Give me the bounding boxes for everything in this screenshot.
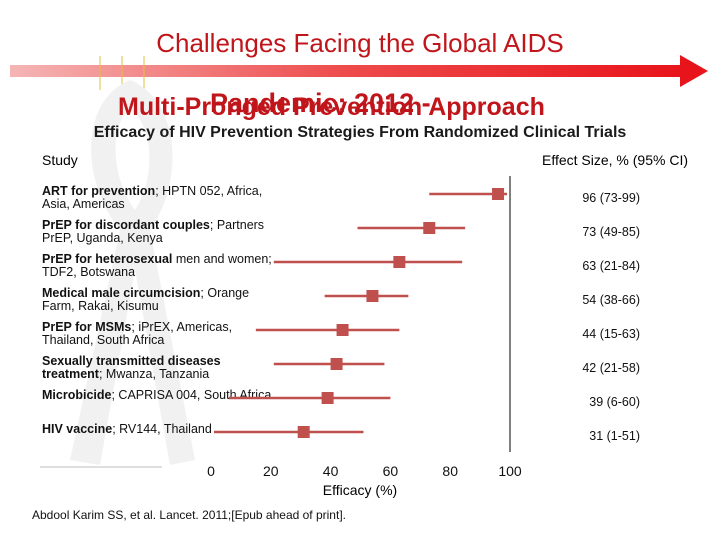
study-label: ART for prevention; HPTN 052, Africa, As… (42, 185, 282, 211)
effect-marker (366, 290, 379, 302)
effect-size-label: 96 (73-99) (582, 191, 640, 205)
study-detail: ; Mwanza, Tanzania (98, 367, 210, 381)
effect-marker (336, 324, 349, 336)
x-axis-title: Efficacy (%) (322, 482, 398, 498)
effect-marker (321, 392, 334, 404)
study-name: PrEP for MSMs (42, 320, 132, 334)
aids-ribbon-icon (70, 80, 195, 465)
slide-subtitle-overlay: Pandemic: 2012 - (210, 88, 431, 118)
study-detail: ; RV144, Thailand (112, 422, 212, 436)
x-tick-label: 60 (383, 463, 399, 479)
x-tick-label: 20 (263, 463, 279, 479)
study-label: PrEP for MSMs; iPrEX, Americas, Thailand… (42, 321, 282, 347)
study-name: Microbicide (42, 388, 112, 402)
effect-size-label: 42 (21-58) (582, 361, 640, 375)
x-tick-label: 0 (207, 463, 215, 479)
study-label: Sexually transmitted diseases treatment;… (42, 355, 282, 381)
timeline-arrow-icon (10, 55, 708, 90)
effect-size-label: 73 (49-85) (582, 225, 640, 239)
study-label: HIV vaccine; RV144, Thailand (42, 423, 282, 436)
effect-marker (330, 358, 343, 370)
slide-title: Challenges Facing the Global AIDS (156, 28, 564, 58)
study-detail: ; HPTN 052, Africa, Asia, Americas (42, 184, 263, 211)
citation: Abdool Karim SS, et al. Lancet. 2011;[Ep… (32, 508, 346, 522)
slide-subtitle: Multi-Pronged Prevention Approach (118, 93, 545, 121)
study-name: Medical male circumcision (42, 286, 201, 300)
study-detail: men and women; TDF2, Botswana (42, 252, 272, 279)
study-name: HIV vaccine (42, 422, 113, 436)
effect-marker (393, 256, 406, 268)
effect-size-label: 63 (21-84) (582, 259, 640, 273)
study-label: Medical male circumcision; Orange Farm, … (42, 287, 282, 313)
study-detail: ; iPrEX, Americas, Thailand, South Afric… (42, 320, 233, 347)
study-name: ART for prevention (42, 184, 156, 198)
chart-title: Efficacy of HIV Prevention Strategies Fr… (93, 124, 627, 141)
effect-marker (297, 426, 310, 438)
x-tick-label: 80 (442, 463, 458, 479)
study-name: PrEP for discordant couples (42, 218, 210, 232)
effect-size-label: 39 (6-60) (589, 395, 640, 409)
effect-marker (492, 188, 505, 200)
effect-marker (423, 222, 436, 234)
study-label: PrEP for discordant couples; Partners Pr… (42, 219, 282, 245)
study-detail: ; Orange Farm, Rakai, Kisumu (42, 286, 250, 313)
effect-size-label: 31 (1-51) (589, 429, 640, 443)
study-label: PrEP for heterosexual men and women; TDF… (42, 253, 282, 279)
study-detail: ; Partners PrEP, Uganda, Kenya (42, 218, 265, 245)
study-column-header: Study (42, 152, 78, 168)
effect-size-label: 44 (15-63) (582, 327, 640, 341)
effect-size-label: 54 (38-66) (582, 293, 640, 307)
study-name: PrEP for heterosexual (42, 252, 173, 266)
x-tick-label: 100 (498, 463, 522, 479)
study-name: Sexually transmitted diseases treatment (42, 354, 221, 381)
effect-column-header: Effect Size, % (95% CI) (541, 152, 688, 168)
x-tick-label: 40 (323, 463, 339, 479)
